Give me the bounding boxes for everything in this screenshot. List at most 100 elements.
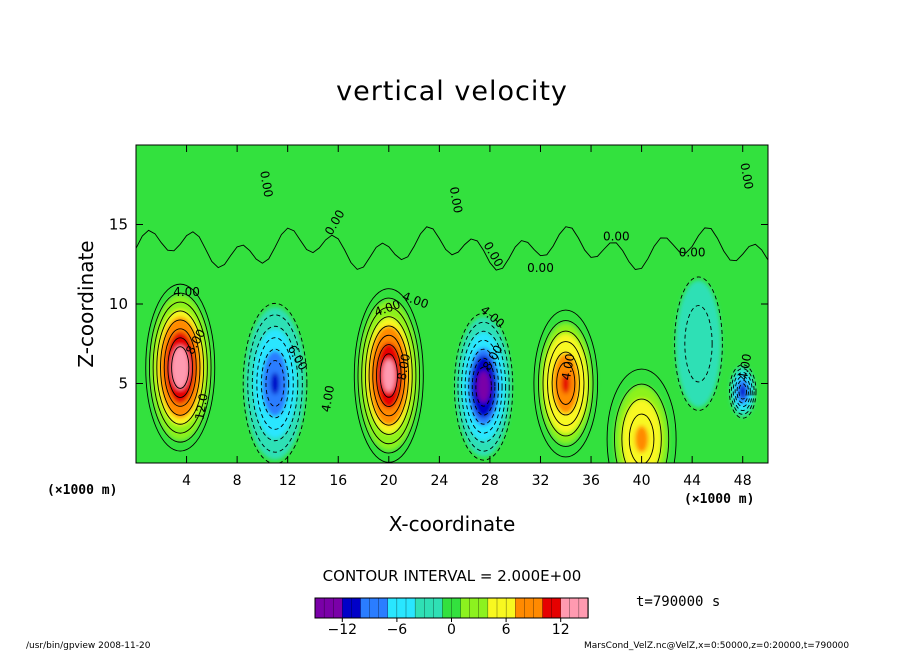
colorbar-tick-label: −6	[387, 622, 408, 638]
contour-band	[385, 367, 393, 384]
x-tick-label: 24	[430, 473, 448, 489]
colorbar-swatch	[487, 597, 498, 619]
contour-line	[376, 344, 402, 408]
contour-label: 8.00	[395, 353, 413, 382]
x-tick-label: 28	[481, 473, 499, 489]
contour-line	[614, 383, 670, 463]
colorbar-swatch	[496, 597, 507, 619]
colorbar-swatch	[478, 597, 489, 619]
contour-line	[475, 366, 492, 407]
contour-band	[690, 322, 707, 365]
colorbar-swatch	[333, 597, 343, 619]
contour-line	[156, 310, 205, 425]
contour-label: 4.00	[173, 285, 200, 299]
y-tick-label: 5	[118, 375, 128, 393]
colorbar-swatch	[378, 597, 389, 619]
contour-line	[148, 292, 212, 443]
contour-line	[256, 337, 294, 430]
contour-line	[457, 321, 510, 452]
x-tick-label: 16	[329, 473, 347, 489]
contour-line	[471, 357, 496, 416]
colorbar-swatch	[424, 597, 434, 619]
x-tick-label: 8	[233, 473, 242, 489]
contour-line	[547, 341, 585, 426]
contour-line	[542, 330, 589, 437]
zero-contour	[136, 226, 768, 271]
colorbar-swatch	[360, 597, 371, 619]
x-tick-label: 36	[582, 473, 600, 489]
contour-line	[732, 371, 753, 411]
velocity-cell	[535, 313, 597, 454]
contour-line	[242, 302, 308, 463]
contour-line	[163, 328, 197, 407]
contour-label: 0.00	[603, 229, 630, 243]
colorbar-swatch	[569, 597, 580, 619]
contour-band	[561, 373, 571, 394]
x-axis-label: X-coordinate	[388, 512, 516, 536]
contour-line	[736, 379, 749, 404]
colorbar-tick-label: −12	[328, 622, 358, 638]
contour-line	[728, 364, 757, 419]
colorbar-swatch	[323, 597, 334, 619]
contour-line	[468, 348, 499, 425]
contour-band	[270, 372, 280, 395]
contour-line	[730, 368, 755, 415]
colorbar-swatch	[351, 597, 362, 619]
velocity-cell	[244, 307, 306, 460]
contour-line	[260, 348, 290, 419]
colorbar-swatch	[551, 597, 562, 619]
colorbar-swatch	[387, 597, 398, 619]
contour-line	[379, 353, 398, 398]
footer-left: /usr/bin/gpview 2008-11-20	[26, 641, 151, 651]
x-tick-label: 48	[734, 473, 752, 489]
x-tick-label: 32	[532, 473, 550, 489]
velocity-cell	[730, 366, 756, 417]
contour-label: 4.00	[559, 353, 577, 382]
colorbar-swatch	[396, 597, 407, 619]
contour-line	[357, 297, 421, 454]
contour-line	[684, 305, 713, 383]
velocity-cell	[455, 316, 512, 457]
contour-line	[734, 375, 751, 408]
contour-line	[621, 398, 662, 463]
contour-label: 0.00	[257, 170, 275, 199]
colorbar-swatch	[524, 597, 535, 619]
x-tick-label: 44	[683, 473, 701, 489]
contour-band	[741, 388, 745, 395]
contour-line	[247, 314, 303, 453]
contour-line	[738, 383, 747, 400]
contour-label: 4.00	[319, 384, 337, 413]
contour-label: 0.00	[737, 162, 755, 191]
footer-right: MarsCond_VelZ.nc@VelZ,x=0:50000,z=0:2000…	[584, 641, 850, 651]
contour-label: 0.00	[447, 186, 465, 215]
colorbar-swatch	[460, 597, 471, 619]
colorbar-swatch	[414, 597, 425, 619]
x-tick-label: 20	[380, 473, 398, 489]
contour-line	[361, 306, 417, 445]
contour-line	[368, 325, 409, 426]
contour-label: 12.0	[192, 392, 210, 421]
contour-line	[364, 316, 413, 435]
contour-line	[674, 276, 723, 411]
contour-line	[251, 325, 299, 442]
contour-line	[461, 330, 507, 443]
colorbar-swatch	[469, 597, 480, 619]
time-label: t=790000 s	[636, 594, 721, 610]
z-unit-label: (×1000 m)	[47, 483, 118, 498]
colorbar-swatch	[505, 597, 516, 619]
y-tick-label: 10	[109, 295, 128, 313]
colorbar-swatch	[433, 597, 444, 619]
contour-line	[145, 283, 216, 452]
contour-line	[160, 319, 201, 416]
y-tick-label: 15	[109, 216, 128, 234]
contour-line	[464, 339, 503, 434]
chart-title: vertical velocity	[336, 76, 568, 107]
colorbar-tick-label: 12	[552, 622, 570, 638]
colorbar-swatch	[314, 597, 325, 619]
contour-line	[606, 368, 677, 463]
contour-band	[635, 425, 649, 453]
x-tick-label: 12	[279, 473, 297, 489]
contour-band	[177, 360, 184, 375]
colorbar-swatch	[533, 597, 544, 619]
